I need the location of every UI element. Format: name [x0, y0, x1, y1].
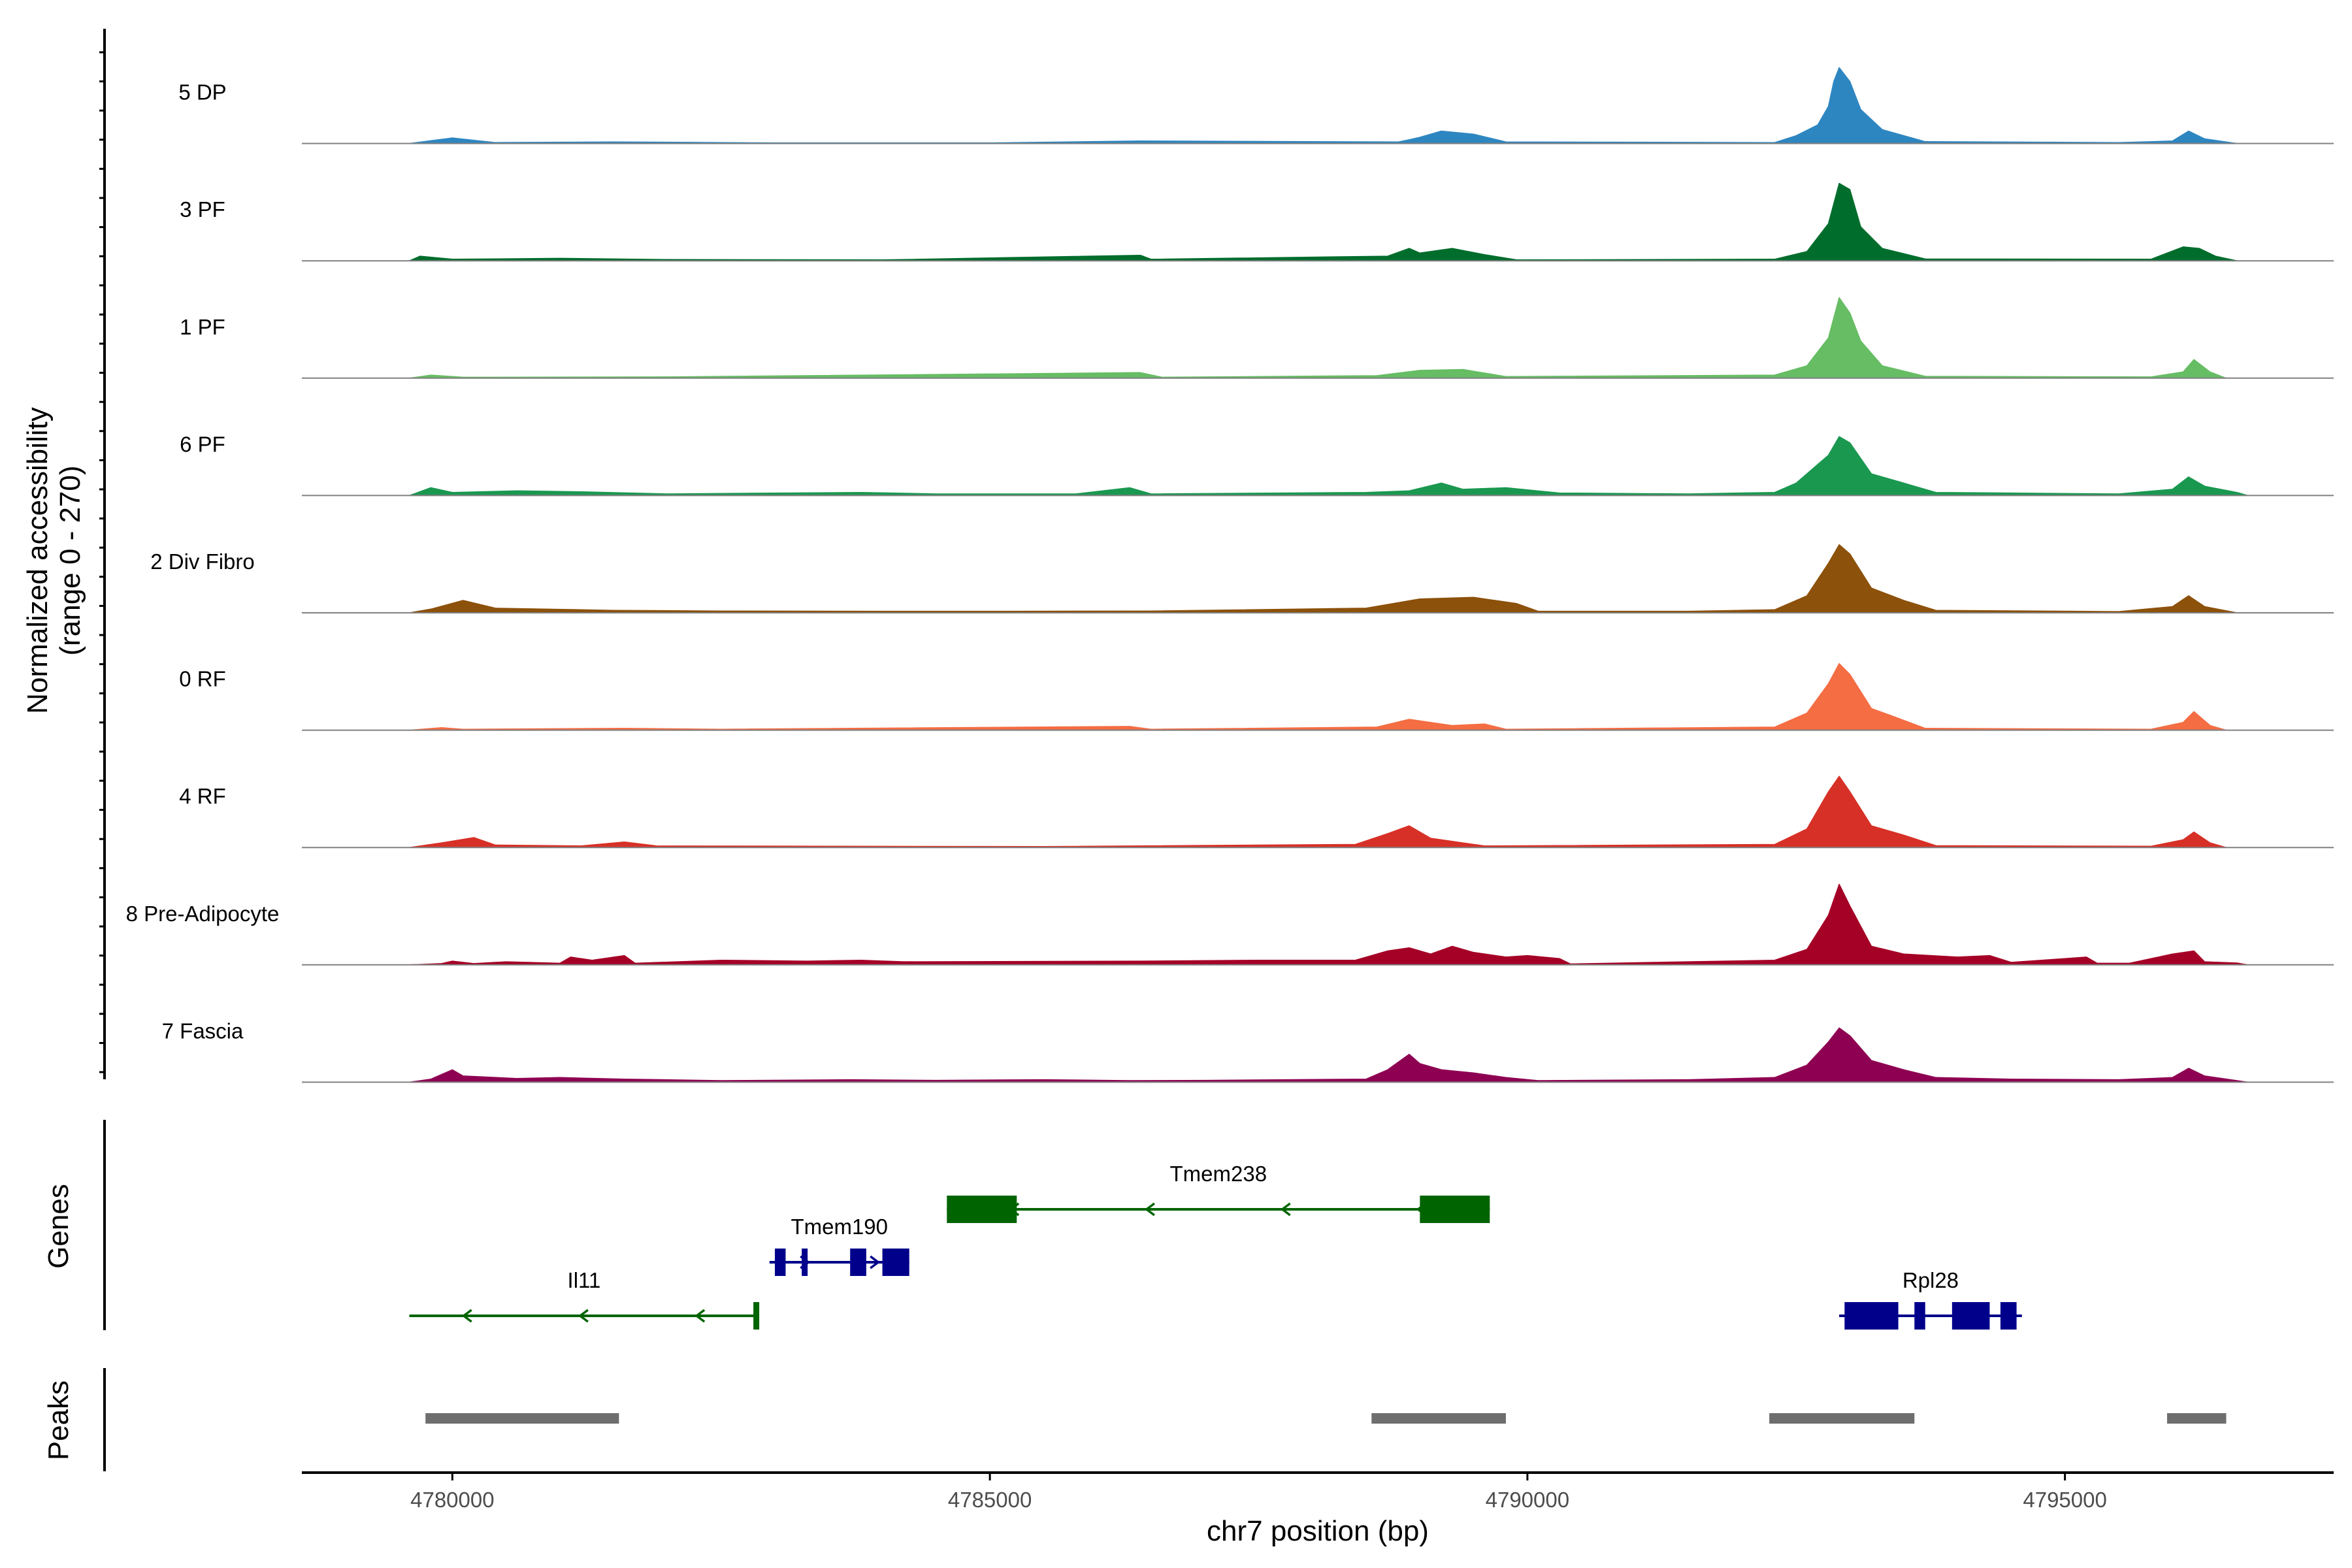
coverage-area	[408, 297, 2227, 379]
track-label: 5 DP	[178, 80, 226, 105]
x-tick-label: 4785000	[948, 1488, 1032, 1512]
peak-bar	[425, 1413, 619, 1424]
track-label: 1 PF	[180, 315, 225, 339]
track-1-pf: 1 PF	[180, 297, 2334, 379]
track-8-pre-adipocyte: 8 Pre-Adipocyte	[126, 883, 2334, 966]
exon-block	[802, 1249, 808, 1276]
coverage-area	[408, 662, 2227, 731]
coverage-area	[408, 776, 2227, 848]
track-label: 7 Fascia	[162, 1019, 244, 1043]
track-label: 4 RF	[179, 784, 226, 808]
exon-block	[753, 1302, 760, 1330]
track-label: 6 PF	[180, 432, 225, 456]
strand-arrow	[578, 1309, 589, 1323]
exon-block	[947, 1196, 1017, 1223]
exon-block	[1420, 1196, 1490, 1223]
track-label: 3 PF	[180, 197, 225, 221]
exon-block	[882, 1249, 889, 1276]
gene-label: Il11	[568, 1268, 601, 1292]
gene-label: Tmem190	[791, 1215, 888, 1239]
exon-block	[2000, 1302, 2017, 1330]
track-4-rf: 4 RF	[179, 776, 2334, 849]
peaks-panel: Peaks	[42, 1368, 2227, 1471]
x-tick-label: 4780000	[410, 1488, 494, 1512]
track-2-div-fibro: 2 Div Fibro	[150, 544, 2334, 613]
x-tick-label: 4790000	[1486, 1488, 1569, 1512]
coverage-tracks: 5 DP 3 PF 1 PF 6 PF 2 Div Fibro 0 RF 4 RF 8 Pre…	[126, 67, 2334, 1083]
track-0-rf: 0 RF	[179, 662, 2334, 731]
peak-bar	[1371, 1413, 1506, 1424]
strand-arrow	[461, 1309, 472, 1323]
peak-regions	[425, 1413, 2227, 1424]
x-axis-ticks: 4780000 4785000 4790000 4795000	[410, 1473, 2107, 1512]
x-axis: 4780000 4785000 4790000 4795000 chr7 positi…	[302, 1471, 2334, 1547]
y-axis-title-line1: Normalized accessibility	[22, 407, 54, 713]
gene-rpl28: Rpl28	[1839, 1268, 2022, 1330]
track-7-fascia: 7 Fascia	[162, 1019, 2334, 1083]
track-label: 2 Div Fibro	[150, 549, 255, 574]
coverage-area	[408, 544, 2238, 613]
coverage-area	[408, 1027, 2249, 1083]
track-5-dp: 5 DP	[178, 67, 2334, 144]
track-3-pf: 3 PF	[180, 182, 2334, 262]
peak-bar	[1769, 1413, 1915, 1424]
strand-arrow	[1145, 1202, 1155, 1217]
track-6-pf: 6 PF	[180, 432, 2334, 497]
exon-block	[887, 1249, 909, 1276]
coverage-panel: 5 DP 3 PF 1 PF 6 PF 2 Div Fibro 0 RF 4 RF 8 Pre…	[22, 29, 2334, 1083]
exon-block	[850, 1249, 866, 1276]
coverage-area	[408, 436, 2249, 497]
strand-arrow	[1280, 1202, 1291, 1217]
y-axis-title: Normalized accessibility (range 0 - 270)	[22, 407, 86, 713]
gene-il11: Il11	[409, 1268, 760, 1330]
track-label: 0 RF	[179, 667, 226, 691]
genes-panel-label: Genes	[42, 1184, 74, 1269]
exon-block	[1914, 1302, 1925, 1330]
gene-label: Tmem238	[1170, 1162, 1267, 1186]
peak-bar	[2166, 1413, 2227, 1424]
exon-block	[1952, 1302, 1990, 1330]
strand-arrow	[870, 1255, 881, 1269]
coverage-area	[408, 883, 2249, 966]
exon-block	[1844, 1302, 1899, 1330]
gene-label: Rpl28	[1903, 1268, 1959, 1292]
gene-tmem190: Tmem190	[769, 1215, 909, 1276]
genes-panel: Genes Il11 Tmem190 Tmem238 Rpl28	[42, 1120, 2022, 1330]
gene-models: Il11 Tmem190 Tmem238 Rpl28	[409, 1162, 2022, 1330]
gene-tmem238: Tmem238	[947, 1162, 1490, 1223]
strand-arrow	[694, 1309, 706, 1323]
peaks-panel-label: Peaks	[42, 1380, 74, 1460]
x-axis-title: chr7 position (bp)	[1207, 1515, 1429, 1547]
coverage-area	[408, 182, 2238, 261]
coverage-y-ticks	[99, 51, 105, 1073]
exon-block	[775, 1249, 786, 1276]
track-label: 8 Pre-Adipocyte	[126, 902, 280, 926]
y-axis-title-line2: (range 0 - 270)	[54, 465, 86, 655]
x-tick-label: 4795000	[2023, 1488, 2106, 1512]
